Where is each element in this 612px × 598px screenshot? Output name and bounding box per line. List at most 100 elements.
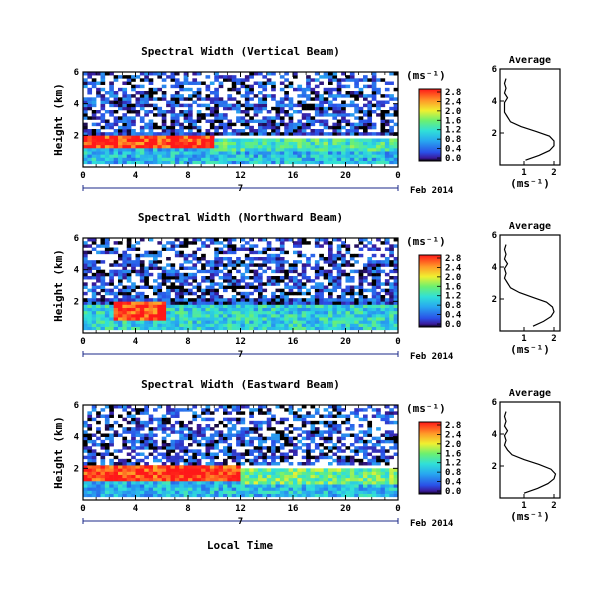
heatmap-cell xyxy=(96,314,101,318)
heatmap-cell xyxy=(214,151,219,155)
heatmap-cell xyxy=(266,323,272,327)
heatmap-cell xyxy=(319,238,324,242)
heatmap-cell xyxy=(126,125,132,130)
heatmap-cell xyxy=(205,477,211,482)
heatmap-cell xyxy=(328,320,333,324)
heatmap-cell xyxy=(135,326,141,331)
heatmap-cell xyxy=(371,266,377,270)
heatmap-cell xyxy=(170,106,176,111)
heatmap-cell xyxy=(205,129,211,133)
heatmap-cell xyxy=(336,310,342,315)
heatmap-cell xyxy=(126,405,132,409)
heatmap-cell xyxy=(249,276,254,280)
heatmap-cell xyxy=(363,304,368,308)
heatmap-cell xyxy=(91,138,97,142)
heatmap-cell xyxy=(205,298,211,302)
heatmap-cell xyxy=(144,141,149,146)
heatmap-cell xyxy=(332,323,338,327)
heatmap-cell xyxy=(214,481,219,485)
heatmap-cell xyxy=(349,314,355,318)
heatmap-cell xyxy=(279,304,285,308)
y-axis-label: Height (km) xyxy=(52,249,65,322)
heatmap-cell xyxy=(371,84,377,89)
heatmap-cell xyxy=(293,148,298,152)
heatmap-cell xyxy=(126,493,132,498)
heatmap-cell xyxy=(363,320,368,324)
heatmap-cell xyxy=(310,433,316,437)
heatmap-cell xyxy=(83,269,88,274)
heatmap-cell xyxy=(122,97,128,101)
heatmap-cell xyxy=(196,468,202,472)
heatmap-cell xyxy=(363,148,368,152)
heatmap-cell xyxy=(209,282,215,286)
heatmap-cell xyxy=(288,157,294,161)
heatmap-cell xyxy=(310,151,316,155)
heatmap-cell xyxy=(205,285,211,289)
heatmap-cell xyxy=(275,433,281,437)
heatmap-cell xyxy=(188,132,193,136)
heatmap-cell xyxy=(139,477,145,482)
heatmap-cell xyxy=(367,326,373,331)
heatmap-cell xyxy=(358,487,364,491)
heatmap-cell xyxy=(192,266,198,270)
heatmap-cell xyxy=(144,433,149,437)
heatmap-cell xyxy=(109,138,114,142)
heatmap-cell xyxy=(262,436,268,441)
heatmap-cell xyxy=(306,414,311,418)
heatmap-cell xyxy=(314,433,320,437)
heatmap-cell xyxy=(148,320,154,324)
heatmap-cell xyxy=(249,449,254,453)
heatmap-cell xyxy=(214,301,219,305)
heatmap-cell xyxy=(214,272,219,277)
heatmap-cell xyxy=(275,110,281,114)
heatmap-cell xyxy=(209,81,215,85)
heatmap-cell xyxy=(157,307,163,312)
heatmap-cell xyxy=(218,310,224,315)
heatmap-cell xyxy=(104,72,110,76)
heatmap-cell xyxy=(170,455,176,460)
heatmap-cell xyxy=(183,276,189,280)
heatmap-cell xyxy=(196,295,202,299)
heatmap-cell xyxy=(91,408,97,412)
heatmap-cell xyxy=(188,119,193,123)
heatmap-cell xyxy=(223,266,228,270)
heatmap-cell xyxy=(253,106,259,111)
heatmap-cell xyxy=(262,141,268,146)
heatmap-cell xyxy=(157,323,163,327)
heatmap-cell xyxy=(323,446,329,450)
heatmap-cell xyxy=(244,449,250,453)
heatmap-cell xyxy=(166,157,171,161)
heatmap-cell xyxy=(262,116,268,120)
heatmap-cell xyxy=(389,481,394,485)
heatmap-cell xyxy=(201,474,206,479)
heatmap-cell xyxy=(319,272,324,277)
heatmap-cell xyxy=(135,298,141,302)
heatmap-cell xyxy=(341,157,346,161)
heatmap-cell xyxy=(83,263,88,267)
heatmap-cell xyxy=(201,295,206,299)
heatmap-cell xyxy=(293,323,298,327)
heatmap-cell xyxy=(161,116,167,120)
heatmap-cell xyxy=(266,310,272,315)
heatmap-cell xyxy=(118,481,123,485)
heatmap-cell xyxy=(192,141,198,146)
heatmap-cell xyxy=(196,260,202,264)
heatmap-cell xyxy=(279,138,285,142)
x-tick-label: 20 xyxy=(340,504,351,514)
heatmap-cell xyxy=(122,291,128,296)
heatmap-cell xyxy=(354,433,359,437)
heatmap-cell xyxy=(91,272,97,277)
heatmap-cell xyxy=(205,487,211,491)
heatmap-cell xyxy=(389,276,394,280)
heatmap-cell xyxy=(131,78,136,82)
heatmap-cell xyxy=(126,326,132,331)
heatmap-cell xyxy=(384,320,390,324)
heatmap-cell xyxy=(223,157,228,161)
heatmap-cell xyxy=(363,266,368,270)
heatmap-cell xyxy=(332,138,338,142)
heatmap-cell xyxy=(148,468,154,472)
heatmap-cell xyxy=(139,144,145,149)
heatmap-cell xyxy=(170,247,176,251)
heatmap-cell xyxy=(109,91,114,95)
heatmap-cell xyxy=(275,154,281,158)
